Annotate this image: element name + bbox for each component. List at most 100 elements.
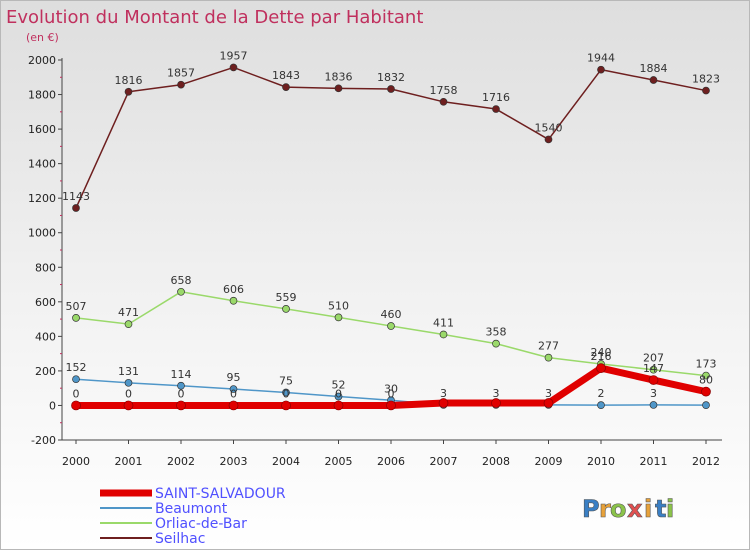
legend-label: Orliac-de-Bar — [155, 516, 247, 532]
data-label: 1884 — [640, 62, 668, 75]
data-point — [702, 86, 710, 95]
x-tick-label: 2002 — [167, 455, 195, 468]
x-tick-label: 2006 — [377, 455, 405, 468]
data-point — [387, 85, 395, 93]
x-tick-label: 2009 — [535, 455, 563, 468]
data-point — [702, 401, 710, 409]
data-label: 2 — [598, 387, 605, 400]
data-label: 1857 — [167, 67, 195, 80]
data-point — [72, 314, 80, 322]
brand-letter: r — [599, 495, 611, 523]
data-label: 1143 — [62, 190, 90, 203]
legend-label: Seilhac — [155, 531, 205, 547]
data-point — [282, 83, 290, 91]
data-label: 3 — [493, 387, 500, 400]
y-tick-label: 1800 — [28, 89, 56, 102]
data-point — [649, 365, 658, 374]
data-label: 207 — [643, 352, 664, 365]
data-point — [649, 401, 658, 409]
data-point — [597, 65, 605, 74]
data-point — [124, 320, 133, 328]
chart-title: Evolution du Montant de la Dette par Hab… — [6, 7, 423, 28]
data-label: 507 — [66, 300, 87, 313]
data-label: 606 — [223, 283, 244, 296]
data-point — [701, 386, 711, 397]
x-tick-label: 2007 — [430, 455, 458, 468]
y-tick-label: 400 — [35, 330, 56, 343]
data-point — [229, 296, 238, 305]
brand-letter: x — [627, 495, 643, 523]
data-label: 52 — [332, 378, 346, 391]
data-label: 3 — [545, 387, 552, 400]
data-point — [648, 375, 659, 385]
data-label: 0 — [230, 387, 237, 400]
y-tick-label: 200 — [35, 365, 56, 378]
data-label: 0 — [73, 387, 80, 400]
series-layer — [71, 63, 711, 411]
data-point — [334, 313, 343, 322]
data-point — [229, 63, 238, 72]
brand-letter: i — [666, 495, 674, 523]
data-point — [597, 401, 605, 409]
x-tick-label: 2004 — [272, 455, 300, 468]
data-point — [439, 330, 448, 339]
data-point — [334, 392, 343, 401]
data-label: 1957 — [220, 49, 248, 62]
data-label: 411 — [433, 316, 454, 329]
data-point — [702, 371, 710, 380]
data-point — [228, 400, 239, 411]
data-point — [229, 385, 238, 393]
data-label: 3 — [440, 387, 447, 400]
legend-label: Beaumont — [155, 501, 228, 517]
data-label: 1843 — [272, 69, 300, 82]
data-point — [439, 97, 448, 106]
data-point — [124, 87, 133, 96]
data-label: 3 — [650, 387, 657, 400]
data-label: 1816 — [115, 74, 143, 87]
data-point — [334, 84, 343, 93]
chart-subtitle: (en €) — [26, 31, 59, 44]
data-label: 0 — [335, 387, 342, 400]
y-tick-label: 1000 — [28, 227, 56, 240]
data-label: 152 — [66, 361, 87, 374]
data-label: 173 — [696, 358, 717, 371]
data-label: 1944 — [587, 52, 615, 65]
data-label: 277 — [538, 340, 559, 353]
data-label: 658 — [171, 274, 192, 287]
data-point — [71, 400, 81, 411]
y-tick-label: -200 — [31, 434, 56, 447]
x-tick-label: 2000 — [62, 455, 90, 468]
data-label: 510 — [328, 299, 349, 312]
x-tick-label: 2012 — [692, 455, 720, 468]
data-point — [124, 378, 133, 387]
data-label: 0 — [283, 387, 290, 400]
data-label: 358 — [486, 326, 507, 339]
brand-letter: i — [644, 495, 652, 523]
data-label: 0 — [125, 387, 132, 400]
data-point — [72, 204, 80, 212]
data-label: 1758 — [430, 84, 458, 97]
data-label: 1832 — [377, 71, 405, 84]
data-label: 216 — [591, 350, 612, 363]
x-tick-label: 2011 — [640, 455, 668, 468]
data-label: 1836 — [325, 70, 353, 83]
x-tick-label: 2008 — [482, 455, 510, 468]
data-label: 559 — [276, 291, 297, 304]
data-point — [123, 400, 134, 411]
data-point — [491, 398, 501, 408]
x-tick-label: 2005 — [325, 455, 353, 468]
data-label: 75 — [279, 375, 293, 388]
data-point — [387, 322, 395, 330]
data-label: 1716 — [482, 91, 510, 104]
data-label: 1823 — [692, 73, 720, 86]
x-tick-label: 2003 — [220, 455, 248, 468]
data-point — [544, 135, 553, 144]
data-point — [281, 400, 291, 411]
data-point — [72, 375, 80, 384]
data-point — [492, 105, 500, 113]
data-point — [544, 353, 553, 362]
x-tick-label: 2010 — [587, 455, 615, 468]
data-label: 1540 — [535, 121, 563, 134]
data-point — [333, 400, 344, 411]
data-label: 0 — [388, 387, 395, 400]
